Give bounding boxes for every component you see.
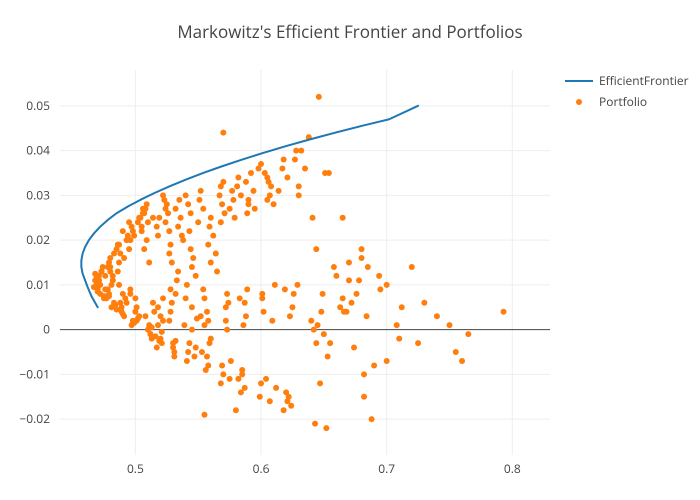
- legend-dot-swatch: [576, 99, 582, 105]
- legend-line-swatch: [565, 80, 593, 82]
- svg-text:0.6: 0.6: [253, 460, 270, 477]
- svg-text:0.7: 0.7: [378, 460, 395, 477]
- chart-title: Markowitz's Efficient Frontier and Portf…: [0, 20, 700, 43]
- svg-text:0.02: 0.02: [26, 231, 50, 248]
- svg-text:0.04: 0.04: [26, 142, 50, 159]
- svg-text:−0.02: −0.02: [19, 410, 50, 427]
- legend-item-portfolio[interactable]: Portfolio: [565, 93, 689, 110]
- axis-layer: 0.50.60.70.8−0.02−0.0100.010.020.030.040…: [60, 70, 550, 455]
- legend-label: EfficientFrontier: [599, 72, 689, 89]
- svg-text:0.5: 0.5: [127, 460, 144, 477]
- legend-item-frontier[interactable]: EfficientFrontier: [565, 72, 689, 89]
- svg-text:0: 0: [43, 321, 50, 338]
- svg-text:0.8: 0.8: [504, 460, 521, 477]
- legend-label: Portfolio: [599, 93, 647, 110]
- svg-text:0.03: 0.03: [26, 186, 50, 203]
- legend-dot-wrap: [565, 99, 593, 105]
- plot-area: 0.50.60.70.8−0.02−0.0100.010.020.030.040…: [60, 70, 550, 455]
- legend: EfficientFrontier Portfolio: [565, 72, 689, 114]
- svg-text:0.05: 0.05: [26, 97, 50, 114]
- svg-text:−0.01: −0.01: [19, 365, 50, 382]
- svg-text:0.01: 0.01: [26, 276, 50, 293]
